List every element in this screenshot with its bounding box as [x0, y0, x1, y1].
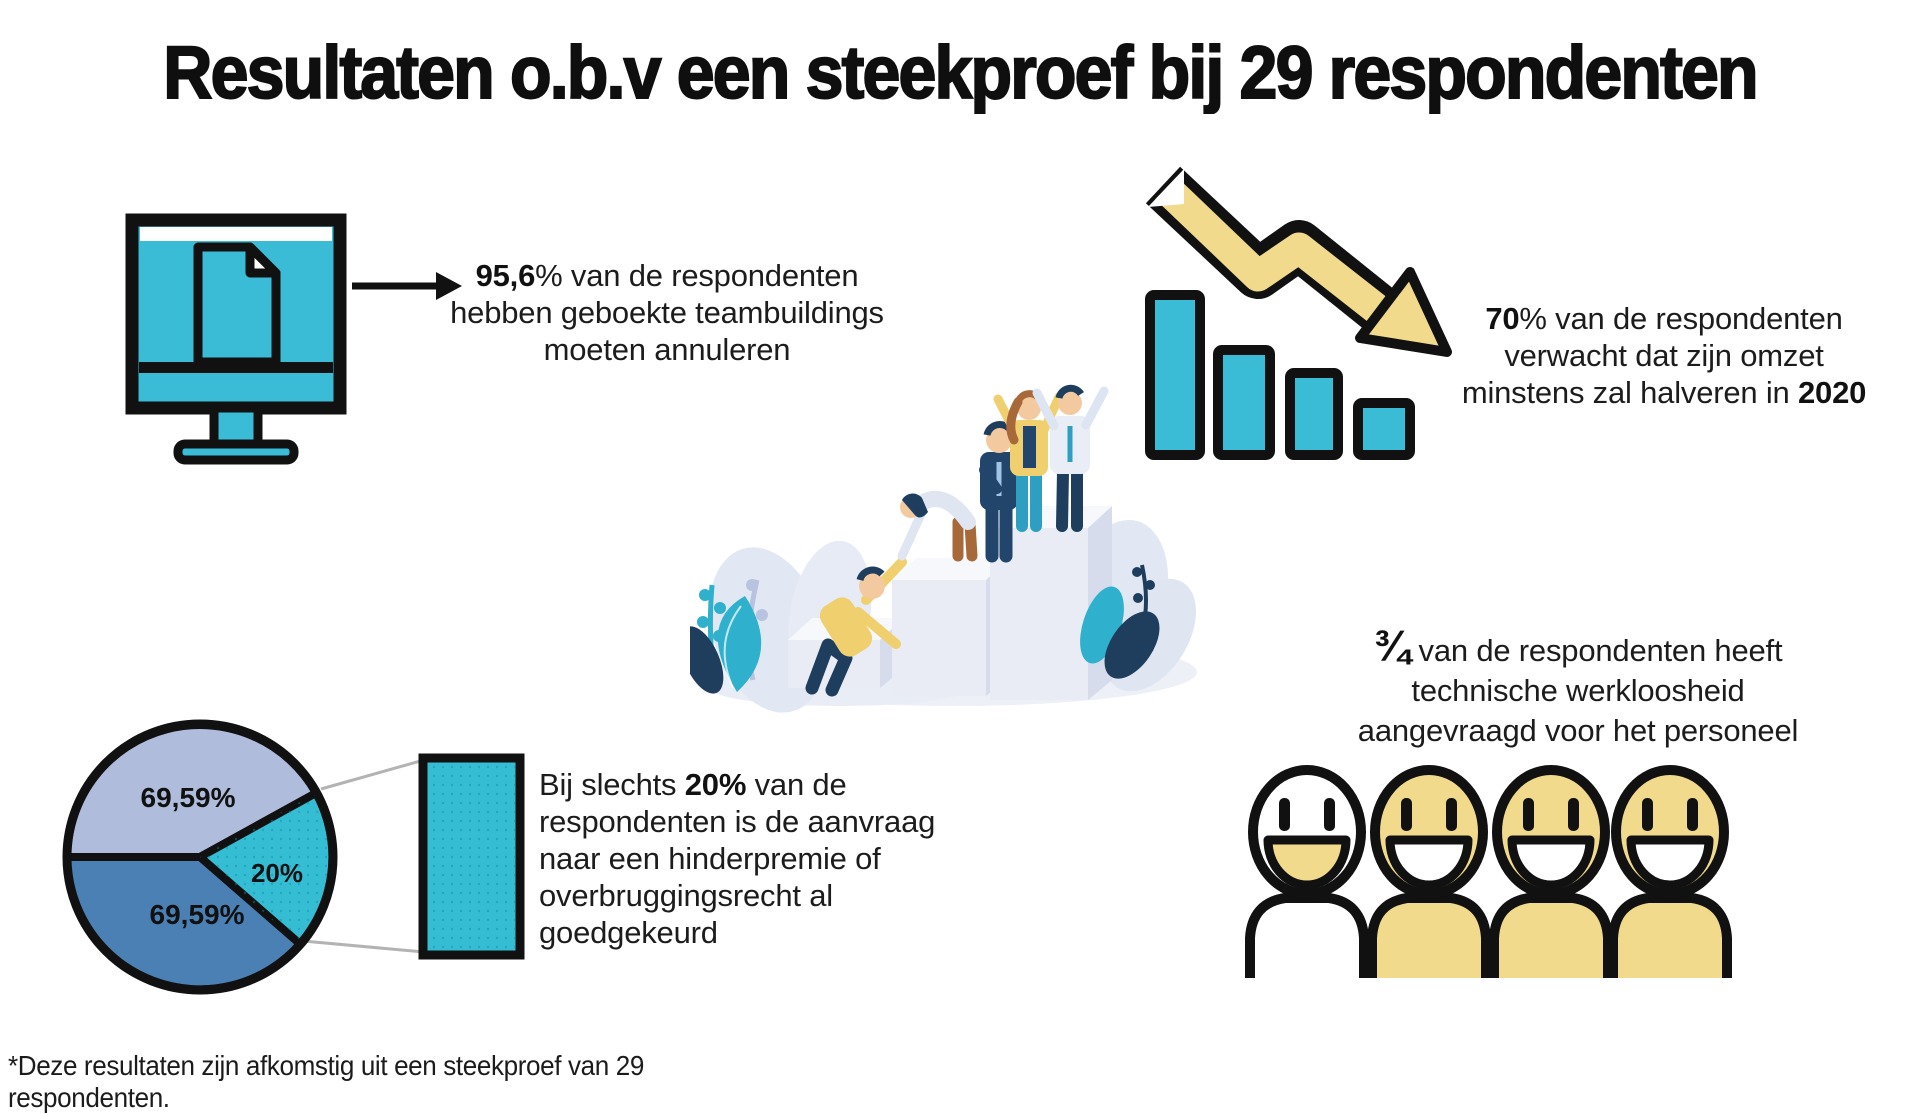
- person-celebrating-man: [1032, 384, 1109, 532]
- pie-label-bottom: 69,59%: [150, 899, 245, 930]
- declining-bar-chart-icon: [1145, 166, 1452, 460]
- pie-label-top: 69,59%: [141, 782, 236, 813]
- stat-omzet-value: 70: [1485, 301, 1520, 336]
- smiley-face-icon: [1489, 765, 1613, 978]
- smiley-face-icon: [1245, 765, 1369, 978]
- stat-hinderpremie-text: Bij slechts 20% van de respondenten is d…: [539, 767, 936, 950]
- smiley-face-icon: [1367, 765, 1491, 978]
- smiley-row: [1245, 765, 1732, 978]
- right-arrow-icon: [352, 272, 462, 300]
- teamwork-climbing-illustration: [690, 384, 1197, 713]
- stat-teambuilding-text: 95,6% van de respondenten hebben geboekt…: [450, 258, 884, 367]
- monitor-screen-glare: [140, 227, 332, 241]
- stat-teambuilding-value: 95,6: [475, 258, 536, 293]
- person-helping: [897, 491, 978, 562]
- down-trend-arrow-icon: [1145, 166, 1452, 357]
- person-climbing: [805, 557, 907, 697]
- monitor-stand: [209, 403, 263, 449]
- pie-chart: 69,59% 20% 69,59%: [62, 719, 525, 995]
- stat-werkloosheid-text: ¾ van de respondenten heeft technische w…: [1357, 622, 1799, 749]
- callout-connector-top: [320, 758, 425, 791]
- stat-hinderpremie-value: 20%: [684, 767, 747, 802]
- smiley-face-icon: [1608, 765, 1732, 978]
- monitor-icon: [125, 213, 347, 465]
- callout-connector-bottom: [302, 939, 425, 954]
- pie-label-wedge: 20%: [251, 858, 303, 888]
- page-title: Resultaten o.b.v een steekproef bij 29 r…: [162, 30, 1759, 115]
- stat-werkloosheid-value: ¾: [1373, 622, 1411, 671]
- footnote: *Deze resultaten zijn afkomstig uit een …: [8, 1050, 644, 1113]
- stat-omzet-text: 70% van de respondenten verwacht dat zij…: [1461, 301, 1867, 410]
